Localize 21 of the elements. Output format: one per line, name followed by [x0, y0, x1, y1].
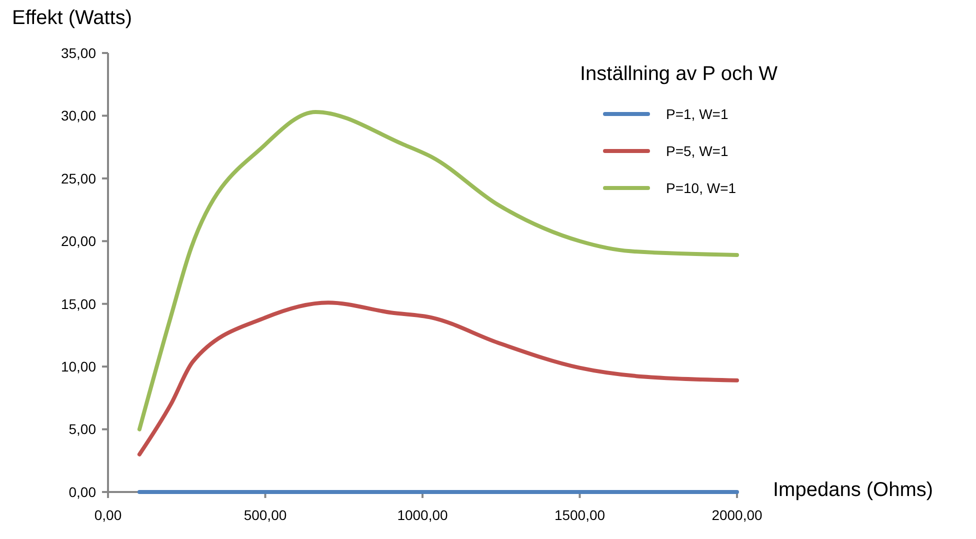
line-series [137, 110, 739, 432]
x-tick-label: 2000,00 [712, 507, 763, 523]
y-axis-title: Effekt (Watts) [12, 7, 132, 29]
legend-label: P=1, W=1 [666, 106, 728, 122]
y-tick-label: 25,00 [60, 170, 96, 186]
y-tick-label: 15,00 [60, 296, 96, 312]
x-axis-title: Impedans (Ohms) [773, 479, 934, 501]
x-tick-label: 0,00 [94, 507, 122, 523]
y-tick-label: 5,00 [68, 421, 96, 438]
legend-label: P=10, W=1 [666, 180, 736, 196]
y-tick-label: 20,00 [60, 233, 96, 250]
x-tick-label: 1000,00 [397, 507, 448, 523]
line-series [137, 300, 739, 456]
y-tick-label: 0,00 [68, 484, 96, 500]
legend-label: P=5, W=1 [666, 142, 728, 159]
x-tick-label: 1500,00 [554, 507, 606, 523]
legend-title: Inställning av P och W [580, 63, 778, 85]
y-tick-label: 35,00 [60, 44, 96, 61]
y-tick-label: 10,00 [60, 358, 96, 374]
y-tick-label: 30,00 [60, 108, 96, 124]
x-tick-label: 500,00 [244, 507, 287, 523]
